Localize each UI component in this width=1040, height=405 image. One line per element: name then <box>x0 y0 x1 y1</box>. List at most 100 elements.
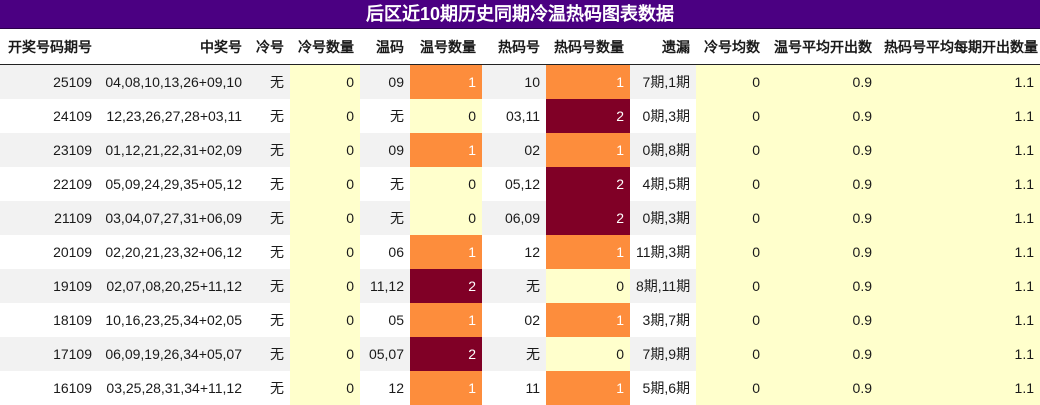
miss-cell: 5期,6期 <box>630 371 696 405</box>
numbers-cell: 01,12,21,22,31+02,09 <box>98 133 248 167</box>
numbers-cell: 03,04,07,27,31+06,09 <box>98 201 248 235</box>
cold-avg-cell: 0 <box>696 167 766 201</box>
column-header: 温号数量 <box>410 29 482 65</box>
miss-cell: 4期,5期 <box>630 167 696 201</box>
numbers-cell: 02,07,08,20,25+11,12 <box>98 269 248 303</box>
hot-count-cell: 1 <box>546 371 630 405</box>
hot-cell: 12 <box>482 235 546 269</box>
warm-cell: 11,12 <box>360 269 410 303</box>
numbers-cell: 12,23,26,27,28+03,11 <box>98 99 248 133</box>
issue-cell: 17109 <box>0 337 98 371</box>
cold-avg-cell: 0 <box>696 269 766 303</box>
column-header: 热码号数量 <box>546 29 630 65</box>
warm-cell: 无 <box>360 201 410 235</box>
miss-cell: 11期,3期 <box>630 235 696 269</box>
column-header: 冷号数量 <box>290 29 360 65</box>
table-row: 23109 01,12,21,22,31+02,09 无 0 09 1 02 1 0期,8期 0 0… <box>0 133 1040 167</box>
table-row: 17109 06,09,19,26,34+05,07 无 0 05,07 2 无 0 7期,9期… <box>0 337 1040 371</box>
warm-cell: 09 <box>360 64 410 99</box>
hot-count-cell: 2 <box>546 201 630 235</box>
cold-cell: 无 <box>248 303 290 337</box>
cold-cell: 无 <box>248 201 290 235</box>
cold-count-cell: 0 <box>290 167 360 201</box>
cold-avg-cell: 0 <box>696 235 766 269</box>
warm-count-cell: 0 <box>410 167 482 201</box>
warm-cell: 06 <box>360 235 410 269</box>
cold-count-cell: 0 <box>290 99 360 133</box>
warm-count-cell: 1 <box>410 133 482 167</box>
hot-cell: 03,11 <box>482 99 546 133</box>
cold-cell: 无 <box>248 99 290 133</box>
warm-avg-cell: 0.9 <box>766 201 878 235</box>
warm-cell: 05 <box>360 303 410 337</box>
hot-count-cell: 0 <box>546 337 630 371</box>
numbers-cell: 10,16,23,25,34+02,05 <box>98 303 248 337</box>
warm-cell: 无 <box>360 167 410 201</box>
hot-avg-cell: 1.1 <box>878 99 1040 133</box>
warm-avg-cell: 0.9 <box>766 303 878 337</box>
cold-cell: 无 <box>248 133 290 167</box>
hot-cell: 06,09 <box>482 201 546 235</box>
warm-avg-cell: 0.9 <box>766 371 878 405</box>
warm-cell: 无 <box>360 99 410 133</box>
miss-cell: 3期,7期 <box>630 303 696 337</box>
hot-count-cell: 2 <box>546 99 630 133</box>
issue-cell: 18109 <box>0 303 98 337</box>
column-header: 开奖号码期号 <box>0 29 98 65</box>
hot-cell: 10 <box>482 64 546 99</box>
numbers-cell: 04,08,10,13,26+09,10 <box>98 64 248 99</box>
cold-count-cell: 0 <box>290 337 360 371</box>
header-row: 开奖号码期号 中奖号 冷号 冷号数量 温码 温号数量 热码号 热码号数量 遗漏 冷号均数 温号平均开… <box>0 29 1040 65</box>
warm-avg-cell: 0.9 <box>766 337 878 371</box>
table-row: 16109 03,25,28,31,34+11,12 无 0 12 1 11 1 5期,6期 0 0… <box>0 371 1040 405</box>
warm-cell: 12 <box>360 371 410 405</box>
cold-count-cell: 0 <box>290 133 360 167</box>
miss-cell: 0期,8期 <box>630 133 696 167</box>
cold-avg-cell: 0 <box>696 201 766 235</box>
miss-cell: 7期,1期 <box>630 64 696 99</box>
issue-cell: 20109 <box>0 235 98 269</box>
warm-count-cell: 1 <box>410 371 482 405</box>
hot-count-cell: 1 <box>546 133 630 167</box>
column-header: 热码号平均每期开出数量 <box>878 29 1040 65</box>
column-header: 热码号 <box>482 29 546 65</box>
hot-cell: 无 <box>482 337 546 371</box>
issue-cell: 23109 <box>0 133 98 167</box>
issue-cell: 24109 <box>0 99 98 133</box>
miss-cell: 0期,3期 <box>630 99 696 133</box>
warm-avg-cell: 0.9 <box>766 133 878 167</box>
cold-avg-cell: 0 <box>696 99 766 133</box>
cold-count-cell: 0 <box>290 64 360 99</box>
hot-count-cell: 0 <box>546 269 630 303</box>
hot-count-cell: 1 <box>546 303 630 337</box>
warm-avg-cell: 0.9 <box>766 235 878 269</box>
hot-cell: 05,12 <box>482 167 546 201</box>
cold-cell: 无 <box>248 269 290 303</box>
hot-avg-cell: 1.1 <box>878 133 1040 167</box>
column-header: 冷号均数 <box>696 29 766 65</box>
warm-avg-cell: 0.9 <box>766 64 878 99</box>
table-row: 22109 05,09,24,29,35+05,12 无 0 无 0 05,12 2 4期,5期… <box>0 167 1040 201</box>
table-row: 20109 02,20,21,23,32+06,12 无 0 06 1 12 1 11期,3期 0… <box>0 235 1040 269</box>
cold-count-cell: 0 <box>290 235 360 269</box>
table-body: 25109 04,08,10,13,26+09,10 无 0 09 1 10 1 7期,1期 0 0… <box>0 64 1040 405</box>
warm-count-cell: 2 <box>410 337 482 371</box>
numbers-cell: 03,25,28,31,34+11,12 <box>98 371 248 405</box>
hot-cell: 02 <box>482 303 546 337</box>
column-header: 遗漏 <box>630 29 696 65</box>
cold-cell: 无 <box>248 371 290 405</box>
cold-cell: 无 <box>248 64 290 99</box>
numbers-cell: 02,20,21,23,32+06,12 <box>98 235 248 269</box>
hot-avg-cell: 1.1 <box>878 269 1040 303</box>
hot-count-cell: 1 <box>546 235 630 269</box>
data-table: 开奖号码期号 中奖号 冷号 冷号数量 温码 温号数量 热码号 热码号数量 遗漏 冷号均数 温号平均开… <box>0 29 1040 405</box>
column-header: 温码 <box>360 29 410 65</box>
cold-avg-cell: 0 <box>696 64 766 99</box>
column-header: 冷号 <box>248 29 290 65</box>
warm-cell: 09 <box>360 133 410 167</box>
cold-count-cell: 0 <box>290 303 360 337</box>
table-row: 21109 03,04,07,27,31+06,09 无 0 无 0 06,09 2 0期,3期… <box>0 201 1040 235</box>
warm-count-cell: 2 <box>410 269 482 303</box>
cold-cell: 无 <box>248 167 290 201</box>
miss-cell: 8期,11期 <box>630 269 696 303</box>
